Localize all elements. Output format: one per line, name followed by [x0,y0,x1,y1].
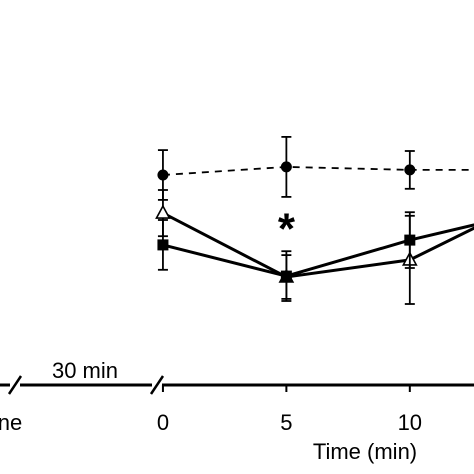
x-tick-label: 10 [398,410,422,435]
x-tick-label: 5 [280,410,292,435]
marker [157,239,169,251]
marker [404,234,416,246]
series-line [162,211,474,279]
axis-break [7,375,23,395]
marker [155,204,171,219]
marker [280,161,292,173]
series-line [162,165,474,176]
marker [280,270,292,282]
marker [157,169,169,181]
x-tick-label: 0 [157,410,169,435]
baseline-label: ne [0,410,22,435]
series-line [162,223,474,278]
marker [404,164,416,176]
break-label: 30 min [52,358,118,383]
significance-mark: * [278,205,296,254]
x-axis-label: Time (min) [313,439,417,464]
axis-break [149,375,165,395]
plot [155,135,474,305]
